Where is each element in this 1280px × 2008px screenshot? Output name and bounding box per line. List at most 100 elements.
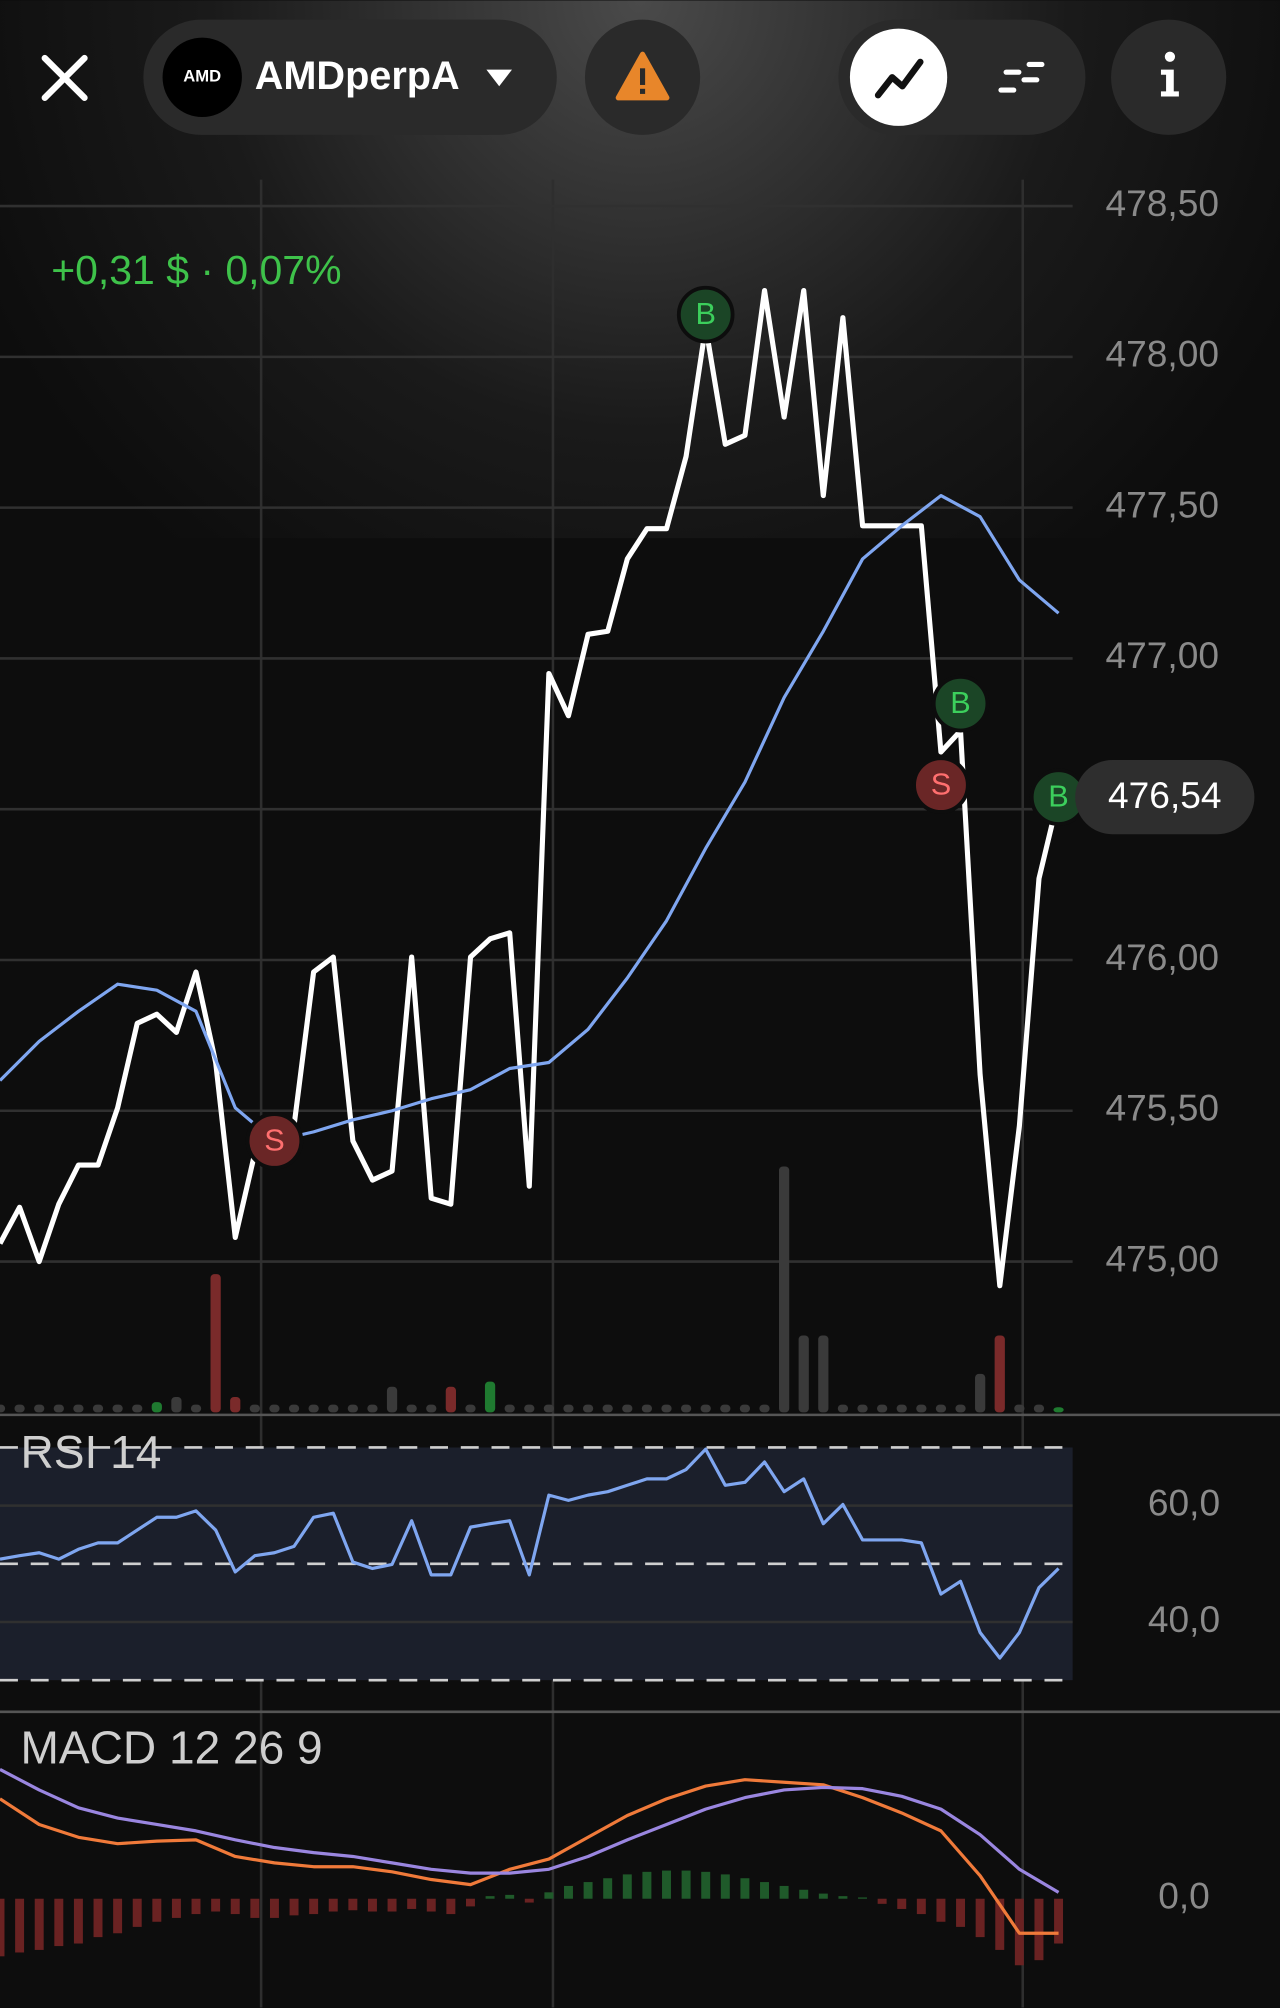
histogram-bar	[0, 1898, 5, 1957]
volume-bar	[73, 1404, 84, 1413]
histogram-bar	[426, 1898, 436, 1912]
volume-bar	[465, 1404, 476, 1413]
histogram-bar	[171, 1898, 181, 1918]
histogram-bar	[152, 1898, 162, 1922]
histogram-bar	[897, 1898, 907, 1909]
series-line	[0, 287, 1062, 1289]
histogram-bar	[681, 1870, 691, 1899]
price-tag	[1075, 760, 1255, 835]
y-tick-label: 478,50	[1105, 182, 1219, 224]
histogram-bar	[877, 1898, 887, 1904]
volume-bar	[347, 1404, 358, 1413]
histogram-bar	[701, 1871, 711, 1899]
chart-mode-toggle[interactable]	[838, 19, 1086, 135]
series-line	[0, 493, 1060, 1143]
volume-bar	[0, 1404, 6, 1413]
signal-label: S	[931, 766, 952, 801]
histogram-bar	[465, 1898, 475, 1907]
histogram-bar	[113, 1898, 123, 1934]
volume-bar	[426, 1404, 437, 1413]
y-tick-label: 475,00	[1105, 1237, 1219, 1279]
volume-bar	[132, 1404, 143, 1413]
histogram-bar	[328, 1898, 338, 1912]
volume-bar	[837, 1404, 849, 1413]
histogram-bar	[818, 1893, 828, 1899]
volume-bar	[975, 1373, 986, 1413]
volume-bar	[818, 1335, 829, 1413]
histogram-bar	[387, 1898, 397, 1912]
histogram-bar	[995, 1898, 1005, 1950]
histogram-bar	[838, 1896, 848, 1899]
volume-bar	[543, 1404, 555, 1413]
histogram-bar	[858, 1897, 868, 1899]
histogram-bar	[740, 1878, 750, 1899]
histogram-bar	[446, 1898, 456, 1915]
histogram-bar	[603, 1878, 613, 1899]
histogram-bar	[34, 1898, 44, 1950]
volume-bar	[602, 1404, 613, 1413]
volume-bar	[151, 1402, 162, 1413]
histogram-bar	[524, 1898, 534, 1903]
volume-bar	[367, 1404, 378, 1413]
close-button[interactable]	[41, 54, 88, 101]
volume-bar	[680, 1404, 692, 1413]
volume-bar	[622, 1404, 633, 1413]
series-line	[0, 1768, 1060, 1894]
histogram-bar	[73, 1898, 83, 1944]
histogram-bar	[622, 1874, 632, 1899]
histogram-bar	[93, 1898, 103, 1938]
chart-layer: 475,00475,50476,00476,50477,00477,50478,…	[0, 182, 1255, 1966]
volume-bar	[955, 1404, 966, 1413]
volume-bar	[916, 1404, 927, 1413]
y-tick-label: 475,50	[1105, 1087, 1219, 1129]
volume-bar	[308, 1404, 319, 1413]
volume-bar	[406, 1404, 417, 1413]
signal-marker	[912, 756, 970, 814]
histogram-bar	[642, 1871, 652, 1899]
volume-bar	[739, 1404, 751, 1413]
histogram-bar	[485, 1896, 495, 1899]
volume-bar	[563, 1404, 574, 1413]
symbol: AMDperpA	[255, 54, 460, 98]
volume-bar	[53, 1404, 64, 1413]
histogram-bar	[564, 1885, 573, 1899]
histogram-bar	[1054, 1898, 1064, 1944]
histogram-bar	[936, 1898, 946, 1922]
histogram-bar	[779, 1885, 789, 1899]
signal-marker	[245, 1112, 304, 1170]
change-label: +0,31 $ · 0,07%	[51, 247, 341, 293]
series-line	[0, 1778, 1059, 1935]
alert-button[interactable]	[584, 19, 701, 135]
histogram-bar	[191, 1898, 201, 1915]
histogram-bar	[1034, 1898, 1044, 1961]
y-tick-label: 477,00	[1105, 634, 1219, 676]
back-layer	[0, 179, 1073, 2008]
histogram-bar	[269, 1898, 279, 1918]
volume-bar	[896, 1404, 907, 1413]
volume-bar	[857, 1404, 868, 1413]
volume-bar	[641, 1404, 653, 1413]
volume-bar	[328, 1404, 339, 1413]
volume-bar	[1014, 1404, 1025, 1413]
histogram-bar	[760, 1882, 769, 1899]
symbol-selector[interactable]: AMD AMDperpA	[143, 19, 557, 135]
volume-bar	[230, 1396, 241, 1413]
volume-bar	[661, 1404, 672, 1413]
info-button[interactable]	[1111, 19, 1227, 135]
histogram-bar	[348, 1898, 358, 1911]
volume-bar	[582, 1404, 594, 1413]
histogram-bar	[230, 1898, 240, 1915]
histogram-bar	[15, 1898, 25, 1953]
y-tick-label: 0,0	[1158, 1875, 1210, 1917]
volume-bar	[386, 1386, 398, 1413]
signal-label: B	[1048, 779, 1069, 814]
volume-bar	[484, 1381, 496, 1413]
volume-bar	[798, 1335, 809, 1413]
volume-bar	[524, 1404, 535, 1413]
histogram-bar	[250, 1898, 260, 1918]
volume-bar	[1033, 1404, 1045, 1413]
volume-bar	[994, 1335, 1005, 1413]
signal-marker	[676, 285, 735, 344]
volume-bar	[759, 1404, 770, 1413]
